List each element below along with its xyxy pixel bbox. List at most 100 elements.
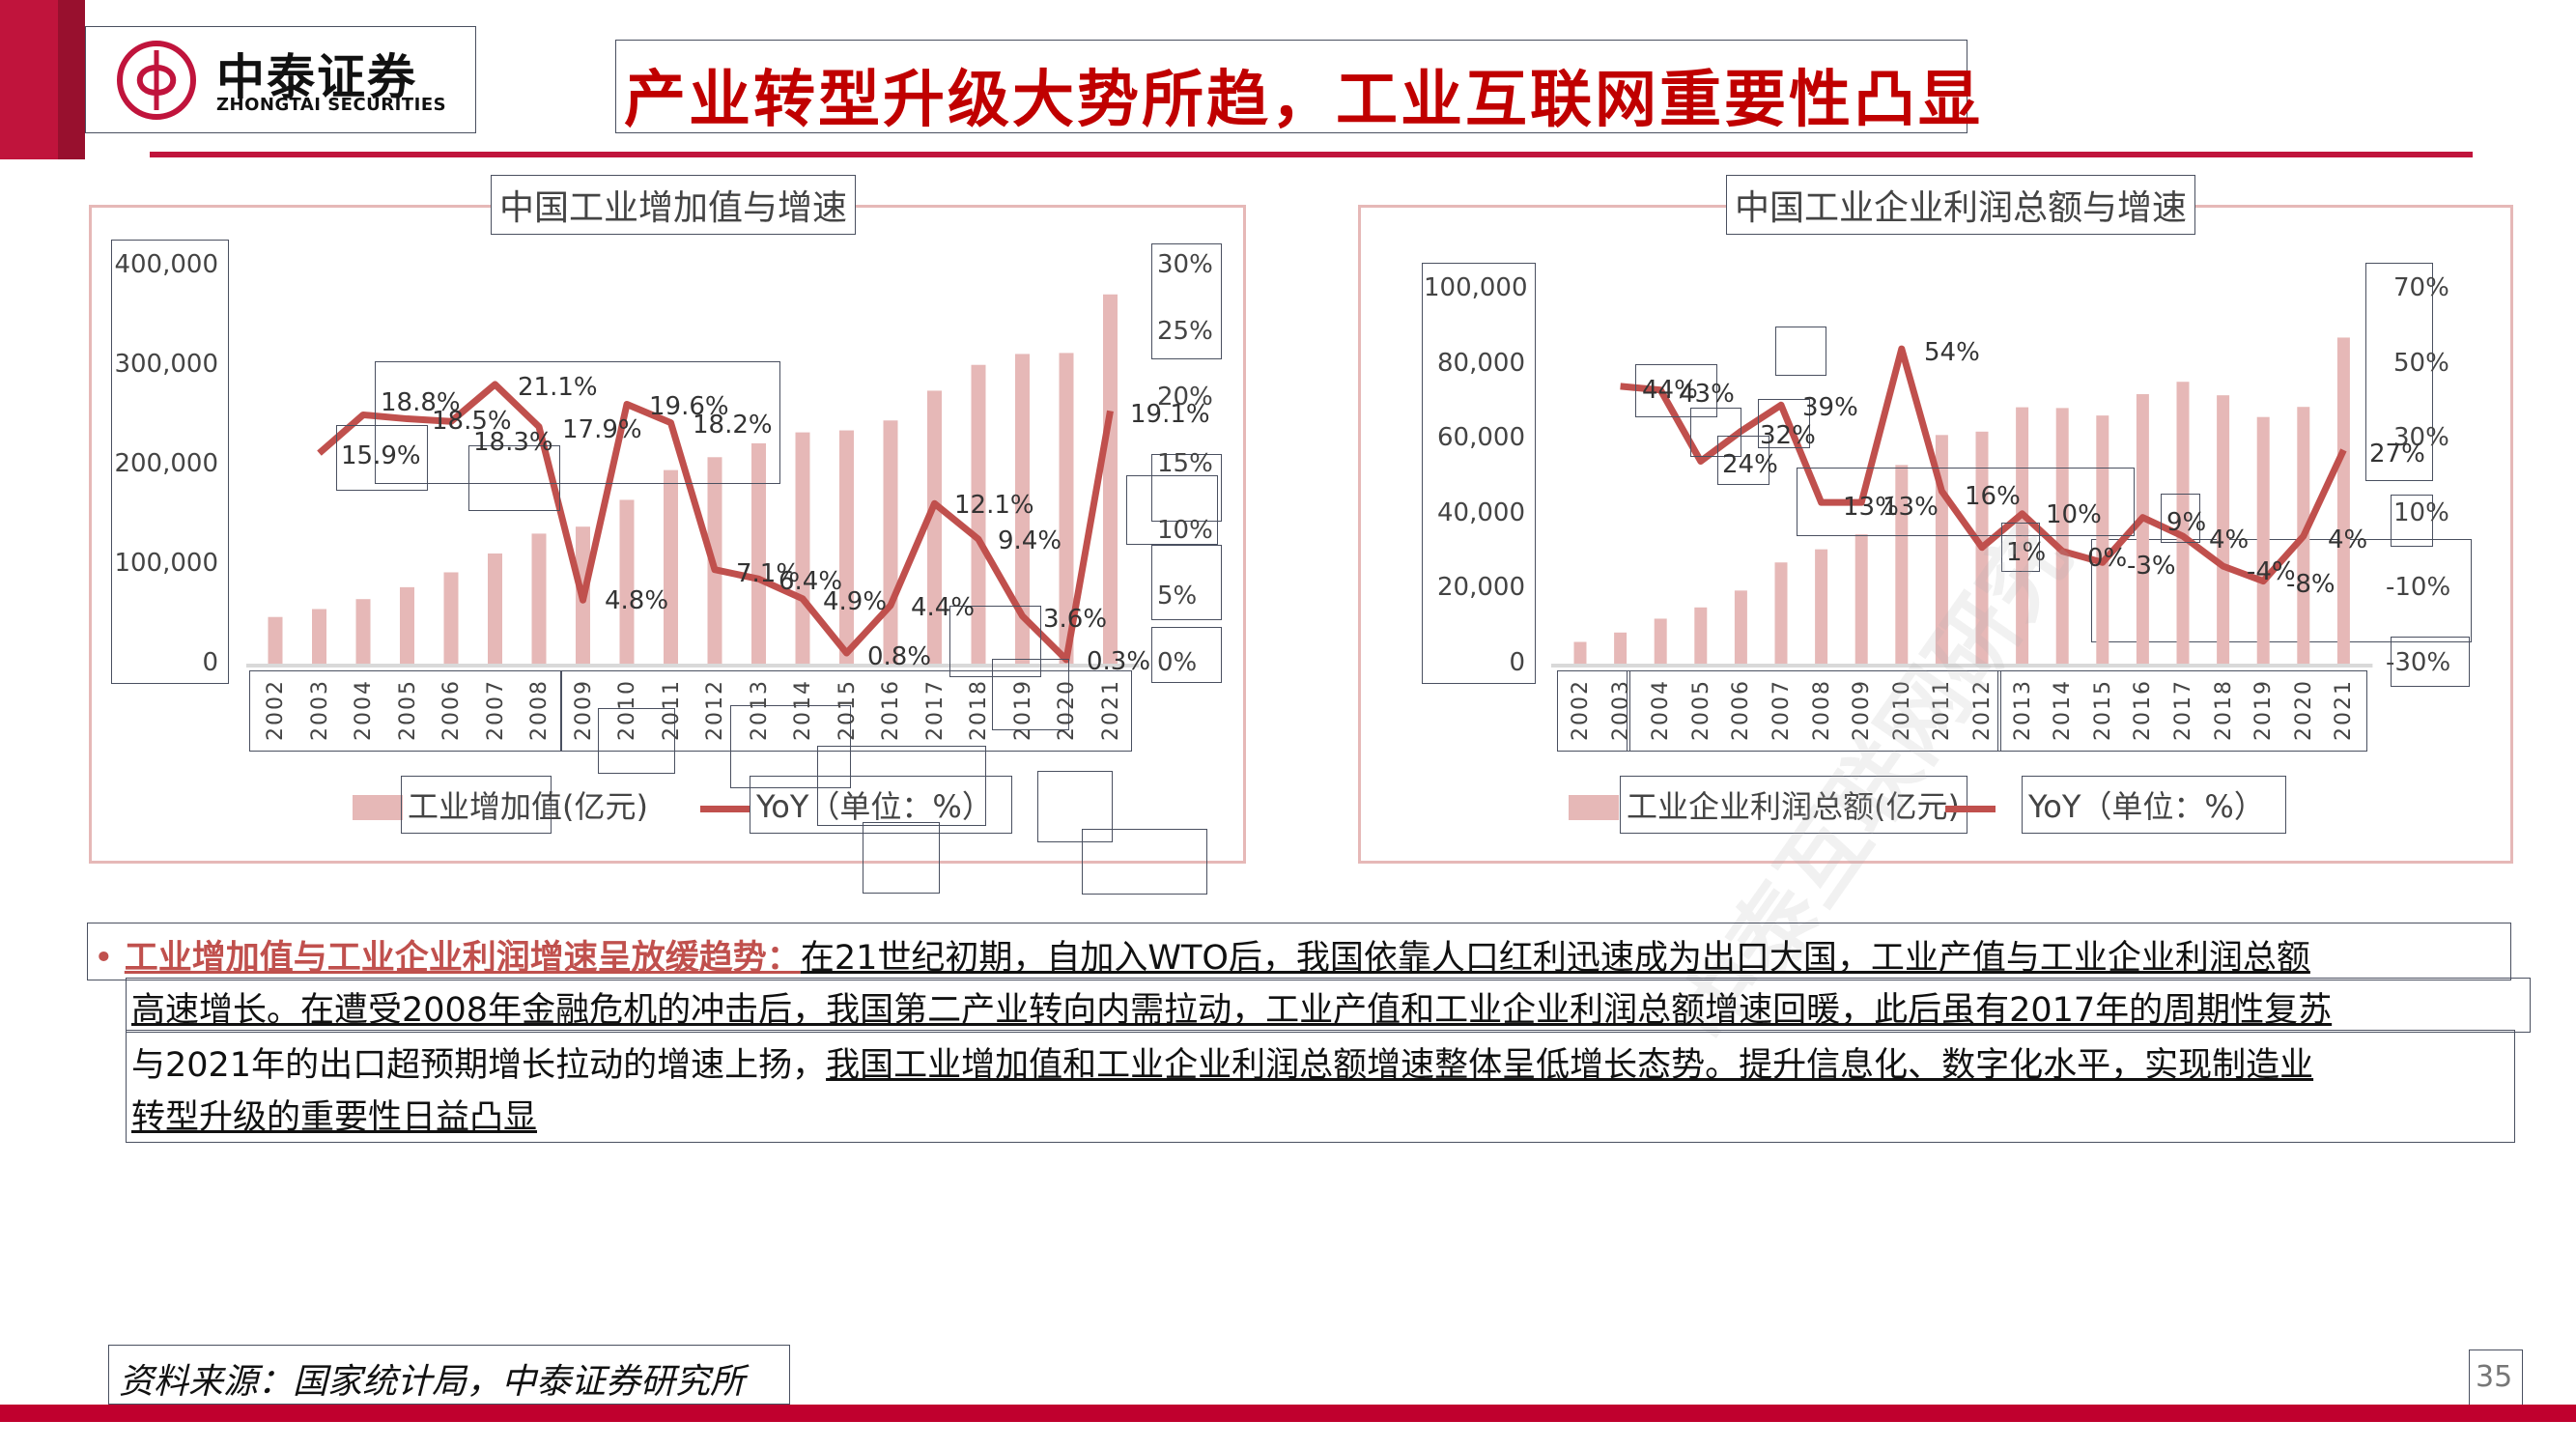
chart2-label-box	[2001, 523, 2040, 572]
chart2-y2tick: 30%	[2393, 423, 2449, 452]
chart2-y2tick: 70%	[2393, 273, 2449, 302]
zhongtai-logo-icon	[117, 41, 196, 120]
chart2-y2tick: 50%	[2393, 349, 2449, 378]
chart2-data-label: 39%	[1802, 393, 1858, 422]
bar	[839, 430, 854, 664]
chart2-data-label: -3%	[2127, 552, 2176, 581]
x-tick-label: 2021	[2332, 679, 2357, 741]
chart2-y2tick: -30%	[2386, 648, 2451, 677]
chart2-data-label: 13%	[1843, 493, 1899, 522]
chart1-data-label: 18.2%	[693, 411, 773, 440]
bar	[751, 442, 766, 664]
brand-bar-dark	[58, 0, 85, 159]
chart1-data-label: 4.9%	[823, 587, 888, 616]
x-tick-label: 2014	[2051, 679, 2076, 741]
chart2-data-label: -8%	[2286, 570, 2335, 599]
chart1-data-label: 21.1%	[518, 373, 598, 402]
x-tick-label: 2016	[2131, 679, 2156, 741]
chart2-ytick: 40,000	[1437, 498, 1525, 527]
chart1-data-label: 18.5%	[432, 407, 512, 436]
chart1-y2tick: 30%	[1157, 250, 1213, 279]
chart1-x-axis-box	[249, 670, 562, 752]
chart2-right-axis-box	[2365, 263, 2433, 481]
chart1-y2tick: 5%	[1157, 582, 1198, 611]
chart2-ytick: 20,000	[1437, 573, 1525, 602]
chart2-ytick: 60,000	[1437, 423, 1525, 452]
bar	[1774, 562, 1788, 664]
bar	[2176, 382, 2190, 664]
chart2-label-box	[2161, 494, 2200, 543]
x-tick-label: 2003	[1608, 679, 1633, 741]
chart1-right-axis-box	[1151, 454, 1222, 522]
chart1-right-axis-box	[1151, 545, 1222, 620]
chart2-label-box	[1797, 468, 2135, 536]
bar	[2256, 416, 2270, 664]
bar	[1059, 353, 1074, 664]
chart1-label-box	[375, 361, 780, 484]
chart2-data-label: 27%	[2369, 440, 2425, 469]
chart1-data-label: 17.9%	[562, 415, 642, 444]
chart1-data-label: 12.1%	[954, 491, 1034, 520]
chart2-right-axis-box	[2391, 637, 2470, 687]
chart1-data-label: 18.8%	[381, 388, 461, 417]
chart1-data-label: 15.9%	[341, 441, 421, 470]
chart2-title: 中国工业企业利润总额与增速	[1726, 175, 2196, 235]
chart2-legend-line-label: YoY（单位：%）	[2022, 776, 2286, 834]
brand-bar	[0, 0, 58, 159]
chart1-ytick: 400,000	[114, 250, 218, 279]
x-tick-label: 2013	[2010, 679, 2035, 741]
chart2-left-axis	[1422, 263, 1536, 684]
chart2-legend-line-swatch	[1945, 806, 1996, 812]
chart1-title: 中国工业增加值与增速	[491, 175, 857, 235]
chart1-data-label: 4.8%	[605, 586, 669, 615]
chart1-data-label: 4.4%	[911, 593, 976, 622]
chart1-right-axis-box	[1151, 627, 1222, 683]
bar	[1015, 354, 1030, 664]
x-tick-label: 2015	[2090, 679, 2115, 741]
x-tick-label: 2004	[1649, 679, 1674, 741]
chart2-ytick: 80,000	[1437, 349, 1525, 378]
body-highlight: 工业增加值与工业企业利润增速呈放缓趋势：	[124, 939, 801, 978]
body-line-3: 与2021年的出口超预期增长拉动的增速上扬，我国工业增加值和工业企业利润总额增速…	[131, 1037, 2313, 1087]
bar	[1614, 632, 1628, 664]
bar	[1694, 607, 1708, 664]
chart2-label-box	[1758, 399, 1810, 448]
chart1-label-box	[863, 822, 940, 894]
logo-en-text: ZHONGTAI SECURITIES	[216, 95, 447, 115]
chart1-data-label: 9.4%	[998, 526, 1062, 555]
header-divider	[150, 152, 2473, 157]
bar	[400, 586, 414, 664]
chart1-ytick: 300,000	[114, 350, 218, 379]
chart2-label-box	[1775, 327, 1826, 376]
bar	[268, 616, 283, 664]
chart2-data-label: 32%	[1760, 421, 1816, 450]
bar	[1573, 641, 1587, 664]
chart1-y2tick: 20%	[1157, 383, 1213, 412]
chart2-data-label: -4%	[2247, 557, 2296, 586]
chart1-label-box	[336, 425, 428, 491]
text-line-box	[126, 1030, 2515, 1143]
chart2-right-axis-box	[2391, 495, 2433, 547]
chart1-label-box	[598, 708, 675, 774]
bar	[927, 390, 942, 664]
logo: 中泰证券 ZHONGTAI SECURITIES	[85, 26, 476, 133]
chart1-legend-bar-swatch	[353, 795, 403, 820]
bar	[312, 609, 326, 664]
chart1-data-label: 0.3%	[1087, 647, 1151, 676]
chart2-data-label: 54%	[1924, 338, 1980, 367]
body-line-2: 高速增长。在遭受2008年金融危机的冲击后，我国第二产业转向内需拉动，工业产值和…	[131, 991, 2333, 1030]
chart2-right-axis-box	[2091, 539, 2472, 642]
page-title: 产业转型升级大势所趋，工业互联网重要性凸显	[615, 40, 1980, 136]
page-number: 35	[2469, 1350, 2523, 1406]
chart1-label-box	[730, 705, 851, 788]
chart1-data-label: 0.8%	[867, 642, 932, 671]
bar	[664, 469, 678, 664]
chart1-ytick: 0	[202, 648, 218, 677]
bar	[1654, 618, 1667, 664]
x-tick-label: 2019	[2251, 679, 2277, 741]
page-number-text: 35	[2476, 1360, 2513, 1394]
source-text: 资料来源：国家统计局，中泰证券研究所	[119, 1362, 746, 1402]
chart2-ytick: 0	[1509, 648, 1525, 677]
bar	[355, 599, 371, 664]
